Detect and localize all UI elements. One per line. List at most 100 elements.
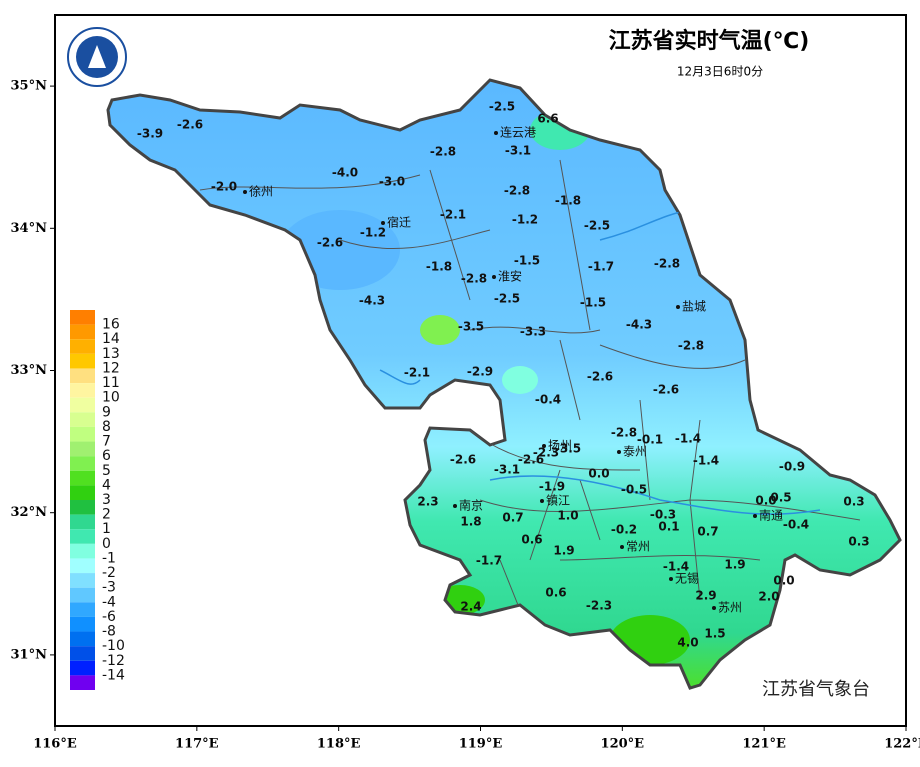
x-tick-label: 121°E — [742, 737, 786, 752]
logo — [67, 27, 127, 87]
city-name: 盐城 — [682, 300, 706, 314]
city-name: 镇江 — [546, 494, 570, 508]
station-temperature: -4.3 — [359, 294, 385, 308]
station-temperature: -2.6 — [518, 453, 544, 467]
legend-label: -6 — [102, 609, 116, 625]
legend-swatch — [70, 397, 95, 413]
station-temperature: 1.9 — [724, 558, 745, 572]
station-temperature: 0.0 — [755, 494, 776, 508]
station-temperature: -1.5 — [580, 296, 606, 310]
station-temperature: -0.4 — [783, 518, 809, 532]
city-name: 南通 — [759, 508, 783, 523]
legend-label: 0 — [102, 536, 111, 552]
station-temperature: -2.8 — [504, 184, 530, 198]
station-temperature: -2.3 — [586, 599, 612, 613]
legend-swatch — [70, 500, 95, 515]
x-tick-label: 122°E — [884, 737, 920, 752]
legend-swatch — [70, 646, 95, 661]
station-temperature: -0.1 — [637, 433, 663, 447]
station-temperature: -2.6 — [587, 370, 613, 384]
station-temperature: -4.3 — [626, 318, 652, 332]
station-temperature: -1.8 — [555, 194, 581, 208]
footer: 江苏省气象台 — [762, 679, 870, 700]
legend-label: 7 — [102, 434, 111, 450]
station-temperature: -2.1 — [440, 208, 466, 222]
station-temperature: -3.1 — [494, 463, 520, 477]
legend-label: -4 — [102, 594, 116, 610]
city-dot — [494, 131, 498, 135]
legend-label: -1 — [102, 550, 116, 566]
station-temperature: -1.9 — [539, 480, 565, 494]
x-tick-label: 120°E — [601, 737, 645, 752]
station-temperature: -0.5 — [621, 483, 647, 497]
city-name: 南京 — [459, 498, 483, 513]
title: 江苏省实时气温(℃) — [609, 28, 810, 54]
station-temperature: -3.1 — [505, 144, 531, 158]
city-dot — [540, 499, 544, 503]
legend-swatch — [70, 441, 95, 457]
station-temperature: 2.0 — [758, 590, 779, 604]
station-temperature: 4.0 — [677, 636, 698, 650]
subtitle: 12月3日6时0分 — [677, 65, 763, 79]
city-name: 扬州 — [548, 438, 572, 453]
city-name: 徐州 — [249, 184, 273, 199]
legend-swatch — [70, 368, 95, 384]
station-temperature: -1.5 — [514, 254, 540, 268]
x-tick-label: 119°E — [459, 737, 503, 752]
station-temperature: 6.6 — [537, 112, 558, 126]
station-temperature: -4.0 — [332, 166, 358, 180]
station-temperature: 0.1 — [658, 520, 679, 534]
legend-label: 13 — [102, 346, 120, 362]
city-name: 连云港 — [500, 125, 536, 140]
city-dot — [676, 305, 680, 309]
y-tick-label: 32°N — [11, 505, 48, 520]
city-name: 宿迁 — [387, 215, 411, 230]
legend-label: 16 — [102, 317, 120, 333]
legend-label: 3 — [102, 492, 111, 508]
station-temperature: -2.8 — [430, 145, 456, 159]
legend-swatch — [70, 426, 95, 442]
station-temperature: -2.6 — [317, 236, 343, 250]
legend-label: -3 — [102, 580, 116, 596]
station-temperature: -2.8 — [461, 272, 487, 286]
legend-swatch — [70, 310, 95, 325]
city-dot — [712, 606, 716, 610]
station-temperature: -2.9 — [467, 365, 493, 379]
station-temperature: 2.4 — [460, 600, 481, 614]
y-tick-label: 31°N — [11, 647, 48, 662]
legend-swatch — [70, 514, 95, 530]
legend-label: 2 — [102, 507, 111, 523]
legend-swatch — [70, 587, 95, 603]
station-temperature: 0.6 — [521, 533, 542, 547]
legend-label: 6 — [102, 448, 111, 464]
city-name: 淮安 — [498, 269, 522, 284]
city-dot — [542, 444, 546, 448]
legend-label: 8 — [102, 419, 111, 435]
station-temperature: -1.2 — [360, 226, 386, 240]
station-temperature: -1.4 — [693, 454, 719, 468]
legend-swatch — [70, 485, 95, 500]
station-temperature: 0.0 — [773, 574, 794, 588]
station-temperature: -3.5 — [555, 442, 581, 456]
y-tick-label: 33°N — [11, 363, 48, 378]
legend-label: 1 — [102, 521, 111, 537]
station-temperature: -3.3 — [520, 325, 546, 339]
station-temperature: -2.0 — [211, 180, 237, 194]
station-temperature: -2.6 — [177, 118, 203, 132]
city-name: 泰州 — [623, 445, 647, 459]
station-temperature: 0.3 — [848, 535, 869, 549]
city-name: 苏州 — [718, 601, 742, 615]
y-tick-label: 34°N — [11, 221, 48, 236]
station-temperature: -2.8 — [654, 257, 680, 271]
city-dot — [381, 221, 385, 225]
station-temperature: -1.2 — [512, 213, 538, 227]
station-temperature: -0.4 — [535, 393, 561, 407]
station-temperature: -2.5 — [494, 292, 520, 306]
city-dot — [620, 545, 624, 549]
legend-swatch — [70, 529, 95, 544]
legend-swatch — [70, 339, 95, 354]
station-temperature: -2.6 — [450, 453, 476, 467]
x-tick-label: 117°E — [175, 737, 219, 752]
legend-label: 11 — [102, 375, 120, 391]
